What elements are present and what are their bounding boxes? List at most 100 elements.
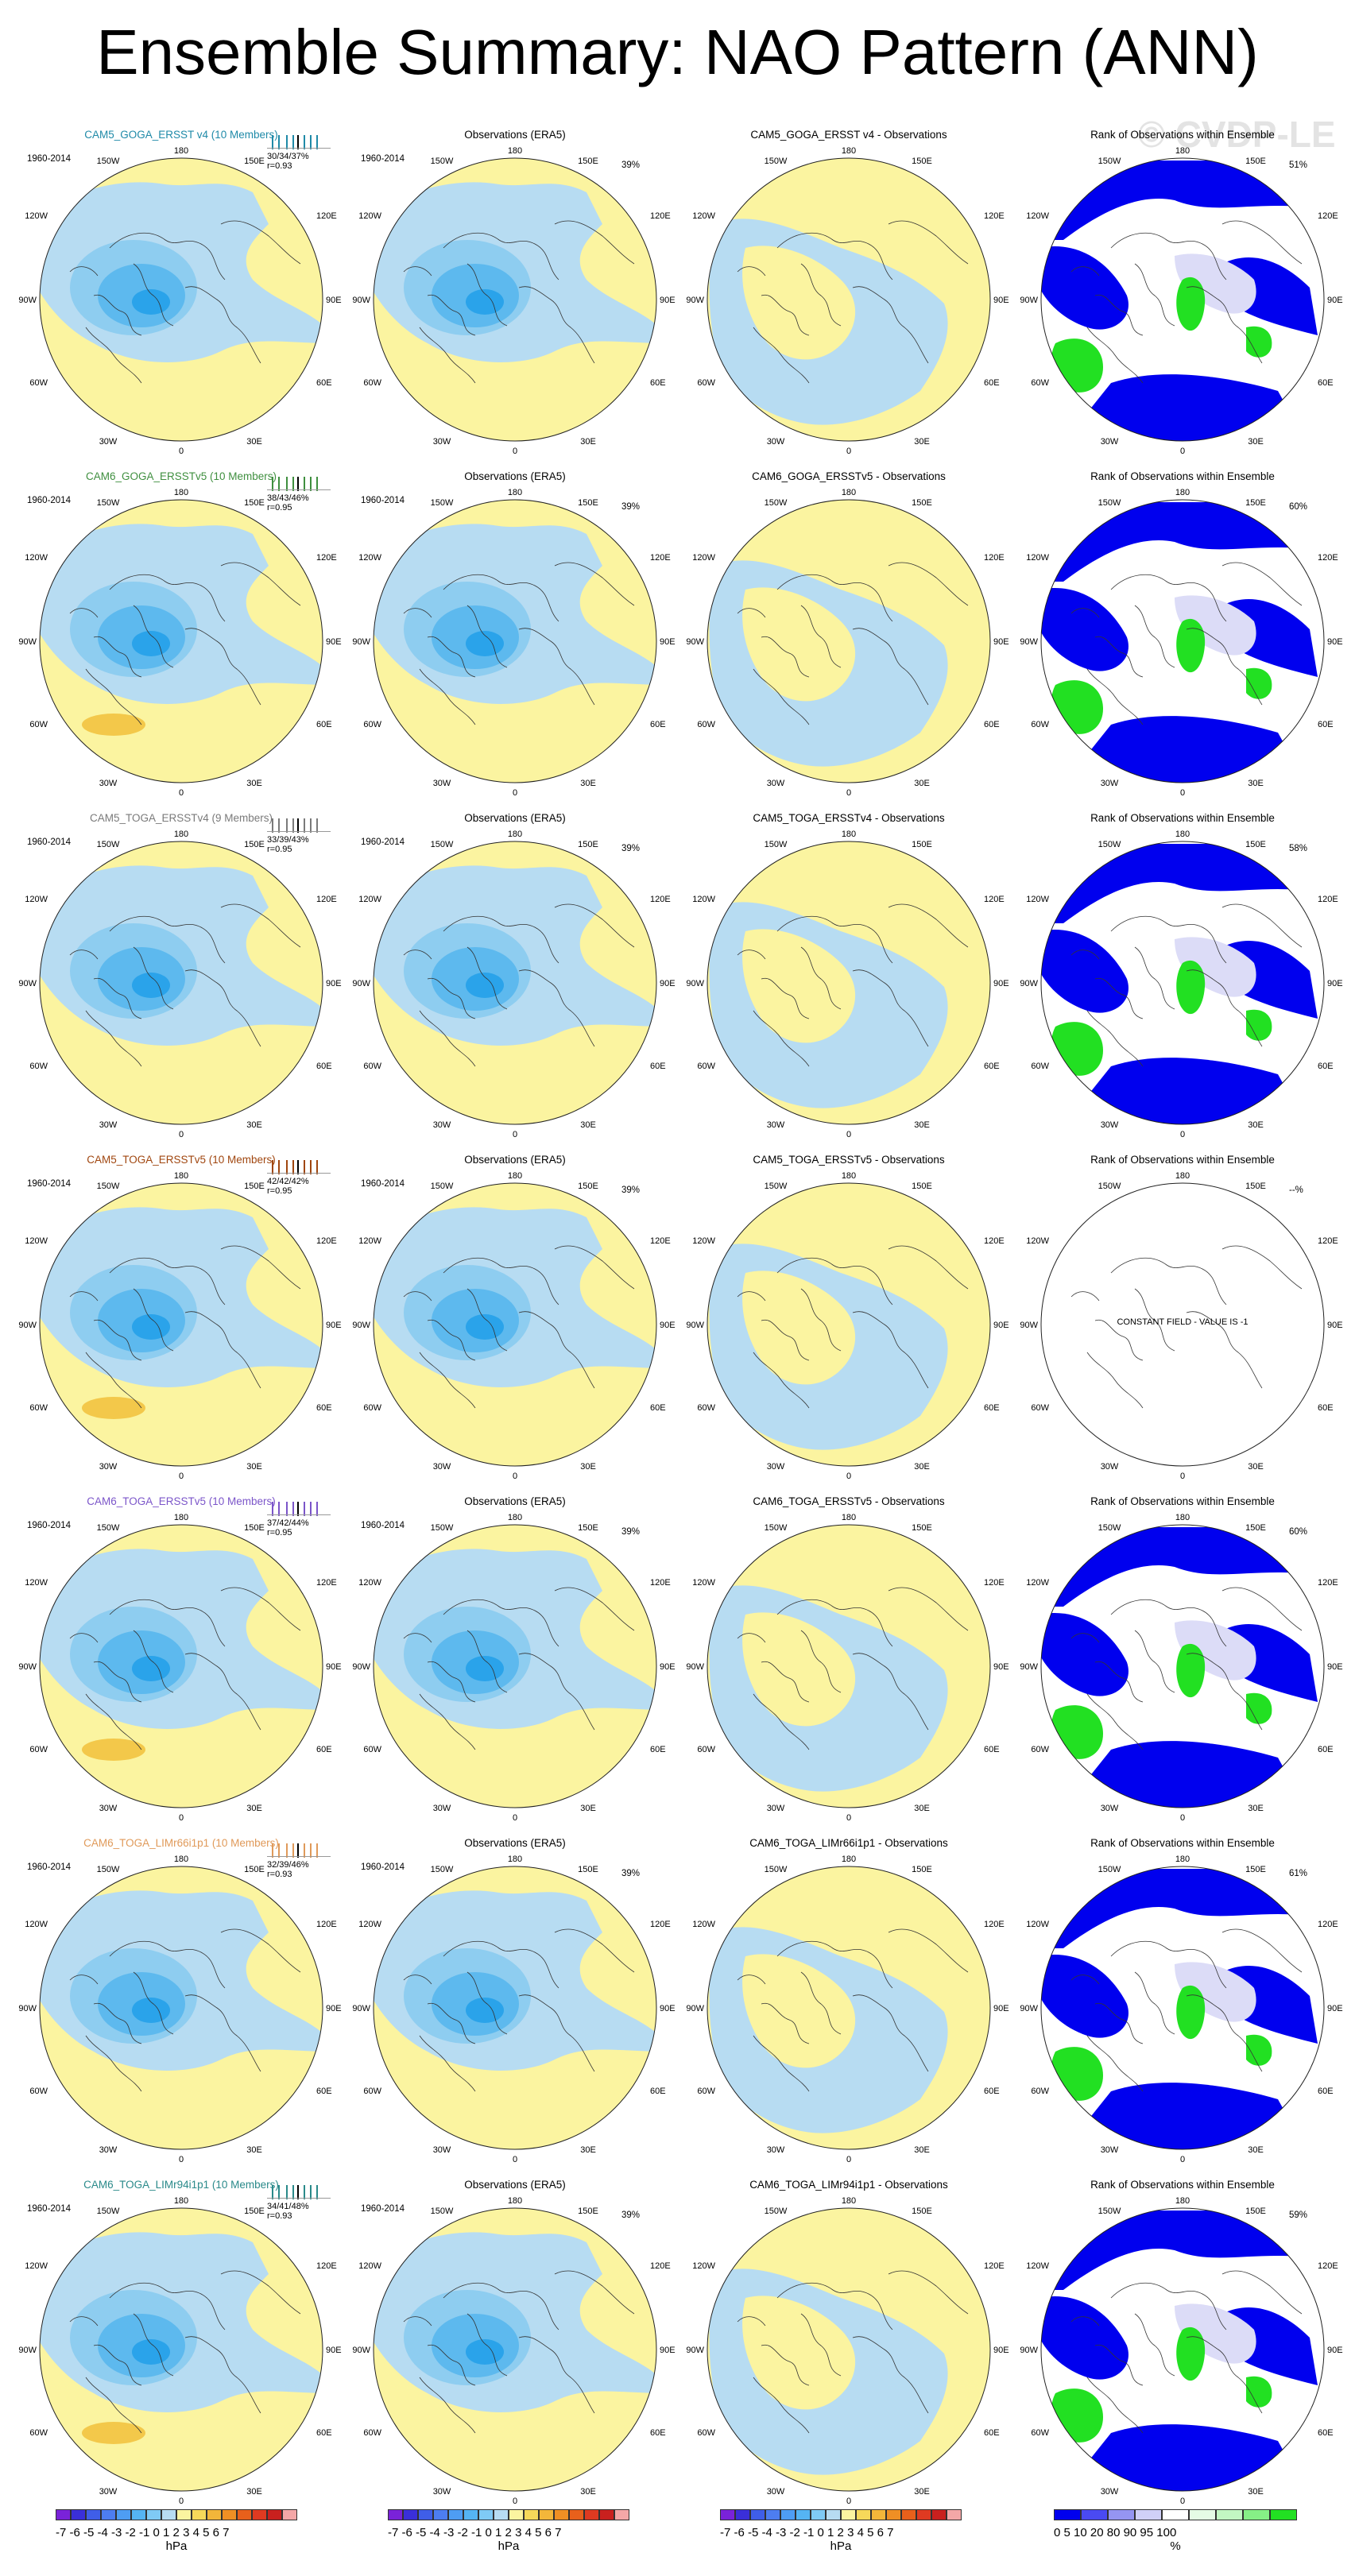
lon-label-upper_right: 120E xyxy=(1318,1578,1338,1588)
obs-title: Observations (ERA5) xyxy=(464,1154,566,1166)
coastline-2 xyxy=(1094,294,1144,336)
year-range: 1960-2014 xyxy=(27,496,71,505)
coastline-5 xyxy=(220,562,301,606)
coastline-3 xyxy=(184,1994,261,2072)
lon-label-upper_right: 120E xyxy=(650,1236,671,1246)
lon-label-lower_right: 60E xyxy=(1318,378,1334,388)
lon-label-top: 180 xyxy=(842,1171,856,1181)
member-spread-bars xyxy=(267,135,331,149)
colorbar-hpa-1: -7 -6 -5 -4 -3 -2 -1 0 1 2 3 4 5 6 7 hPa xyxy=(56,2509,297,2553)
coastline-6 xyxy=(1070,1291,1100,1302)
rank-high-area xyxy=(1246,1009,1272,1041)
coastline-0 xyxy=(109,915,226,964)
lon-label-bot_left: 30W xyxy=(767,1804,785,1813)
colorbar-ticks: 0 5 10 20 80 90 95 100 xyxy=(1054,2526,1177,2539)
member-bar xyxy=(304,477,305,491)
coastline-1 xyxy=(800,1630,842,1693)
member-bar xyxy=(310,818,312,833)
lon-label-top: 180 xyxy=(174,1171,188,1181)
coastline-1 xyxy=(133,1630,174,1693)
year-range: 1960-2014 xyxy=(361,154,405,164)
coastline-3 xyxy=(518,969,595,1047)
member-bar xyxy=(272,2185,273,2199)
lon-label-top_right: 150E xyxy=(912,498,932,508)
rank-low-area xyxy=(1041,844,1318,923)
rank-high-area xyxy=(1246,2034,1272,2066)
lon-label-top_left: 150W xyxy=(97,1865,120,1874)
lon-label-bottom: 0 xyxy=(1180,1130,1185,1139)
lon-label-right: 90E xyxy=(326,2004,342,2013)
map-boundary xyxy=(707,1866,991,2150)
map-boundary xyxy=(39,499,323,783)
lon-label-right: 90E xyxy=(993,2346,1009,2355)
member-bar xyxy=(310,135,312,149)
positive-anomaly-level-2 xyxy=(82,2422,145,2444)
coastline-5 xyxy=(1221,2270,1303,2315)
lon-label-left: 90W xyxy=(352,1321,370,1330)
member-bar xyxy=(278,818,280,833)
positive-anomaly-level-2 xyxy=(82,714,145,736)
lon-label-top: 180 xyxy=(842,1513,856,1522)
colorbar-hpa-3: -7 -6 -5 -4 -3 -2 -1 0 1 2 3 4 5 6 7 hPa xyxy=(720,2509,962,2553)
lon-label-top_right: 150E xyxy=(912,157,932,166)
lon-label-bot_left: 30W xyxy=(1101,1804,1119,1813)
lon-label-upper_right: 120E xyxy=(1318,1236,1338,1246)
colorbar-unit: hPa xyxy=(497,2539,520,2553)
lon-label-top_left: 150W xyxy=(765,498,788,508)
member-bar xyxy=(286,135,288,149)
lon-label-left: 90W xyxy=(1020,1321,1038,1330)
lon-label-top_left: 150W xyxy=(97,2207,120,2216)
lon-label-upper_right: 120E xyxy=(650,1578,671,1588)
lon-label-top_right: 150E xyxy=(912,2207,932,2216)
coastline-4 xyxy=(85,327,142,384)
lon-label-bottom: 0 xyxy=(179,1472,184,1481)
coastline-5 xyxy=(1221,562,1303,606)
member-bar xyxy=(292,1502,294,1516)
lon-label-right: 90E xyxy=(660,2004,676,2013)
coastline-0 xyxy=(776,1599,893,1647)
lon-label-bot_left: 30W xyxy=(433,779,451,788)
positive-anomaly-area xyxy=(742,2296,856,2410)
lon-label-right: 90E xyxy=(1327,1321,1343,1330)
colorbar-swatches xyxy=(1054,2509,1297,2524)
member-bar xyxy=(292,2185,294,2199)
lon-label-top_right: 150E xyxy=(912,1865,932,1874)
coastline-6 xyxy=(403,266,432,277)
lon-label-bottom: 0 xyxy=(513,1813,517,1823)
member-bar xyxy=(292,1843,294,1858)
colorbar-unit: % xyxy=(1170,2539,1181,2553)
coastline-4 xyxy=(419,327,476,384)
lon-label-lower_right: 60E xyxy=(316,1062,332,1071)
pattern-correlation: r=0.93 xyxy=(267,161,292,171)
lon-label-right: 90E xyxy=(1327,2346,1343,2355)
coastline-6 xyxy=(403,1633,432,1643)
lon-label-bot_right: 30E xyxy=(246,1804,262,1813)
lon-label-upper_right: 120E xyxy=(650,895,671,904)
coastline-3 xyxy=(852,286,929,364)
year-range: 1960-2014 xyxy=(27,1862,71,1872)
pattern-correlation: r=0.95 xyxy=(267,503,292,512)
map-boundary xyxy=(373,1524,657,1808)
positive-anomaly-level-2 xyxy=(82,1397,145,1419)
polar-map: 180 150W 150E 120W 120E 90W 90E 60W 60E 30W 30E 0 xyxy=(1020,2196,1343,2506)
colorbar-ticks: -7 -6 -5 -4 -3 -2 -1 0 1 2 3 4 5 6 7 xyxy=(388,2526,562,2539)
member-bar xyxy=(304,1843,305,1858)
coastline-4 xyxy=(419,1010,476,1067)
polar-map: 180 150W 150E 120W 120E 90W 90E 60W 60E 30W 30E 0 xyxy=(18,146,341,456)
lon-label-bot_left: 30W xyxy=(433,1804,451,1813)
coastline-4 xyxy=(419,2377,476,2434)
lon-label-top_left: 150W xyxy=(1098,840,1121,849)
coastline-1 xyxy=(800,605,842,668)
lon-label-top_right: 150E xyxy=(1245,840,1266,849)
lon-label-lower_left: 60W xyxy=(1031,1062,1049,1071)
coastline-6 xyxy=(403,608,432,618)
lon-label-upper_left: 120W xyxy=(1026,1236,1049,1246)
coastline-2 xyxy=(1094,2002,1144,2044)
colorbar-swatch xyxy=(916,2509,931,2520)
coastline-1 xyxy=(1134,1288,1175,1352)
coastline-4 xyxy=(753,327,810,384)
member-bar xyxy=(286,2185,288,2199)
lon-label-right: 90E xyxy=(660,979,676,988)
map-panel-r5-c3: 180 150W 150E 120W 120E 90W 90E 60W 60E 30W 30E 0 CA… xyxy=(682,1495,1016,1837)
polar-map: 180 150W 150E 120W 120E 90W 90E 60W 60E 30W 30E 0 xyxy=(686,488,1009,798)
